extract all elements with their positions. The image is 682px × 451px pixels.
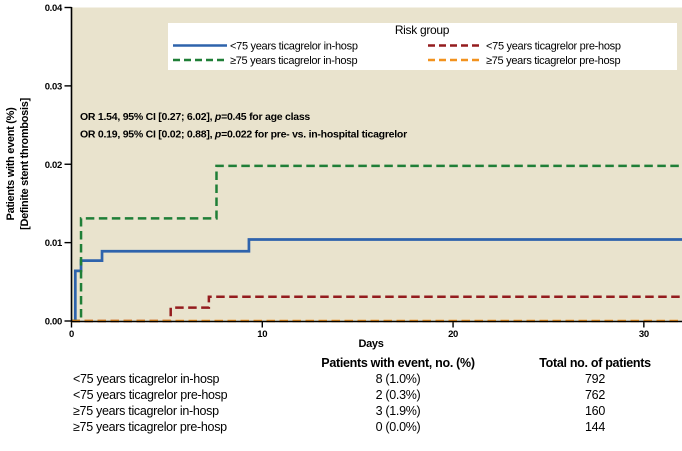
x-tick-label: 20 <box>448 329 458 340</box>
table-header-events: Patients with event, no. (%) <box>321 356 475 370</box>
annotation-or-prehosp: OR 0.19, 95% CI [0.02; 0.88], p=0.022 fo… <box>80 129 407 141</box>
row-events: 0 (0.0%) <box>375 420 421 434</box>
row-label: ≥75 years ticagrelor pre-hosp <box>73 420 227 434</box>
annotation-or-age-class: OR 1.54, 95% CI [0.27; 6.02], p=0.45 for… <box>80 111 310 123</box>
y-tick-label: 0.04 <box>45 3 63 14</box>
table-row: <75 years ticagrelor pre-hosp 2 (0.3%) 7… <box>0 387 682 403</box>
row-total: 144 <box>585 420 605 434</box>
curve-0 <box>71 238 682 323</box>
x-tick-label: 30 <box>639 329 649 340</box>
legend-entry-ge75-inhosp: ≥75 years ticagrelor in-hosp <box>230 55 357 67</box>
x-axis-ticks: 0 10 20 30 <box>69 321 649 340</box>
row-label: <75 years ticagrelor in-hosp <box>73 372 220 386</box>
table-row: ≥75 years ticagrelor in-hosp 3 (1.9%) 16… <box>0 403 682 419</box>
y-axis-title-line2: [Definite stent thrombosis] <box>19 97 31 229</box>
legend-entry-lt75-inhosp: <75 years ticagrelor in-hosp <box>230 41 358 53</box>
y-axis-ticks: 0.00 0.01 0.02 0.03 0.04 <box>45 3 72 328</box>
table-row: <75 years ticagrelor in-hosp 8 (1.0%) 79… <box>0 371 682 387</box>
km-chart: 0.00 0.01 0.02 0.03 0.04 0 10 20 30 Patients wi… <box>5 3 682 350</box>
legend-box: Risk group <75 years ticagrelor in-hosp … <box>168 23 677 70</box>
y-tick-label: 0.01 <box>45 238 63 249</box>
row-total: 792 <box>585 372 605 386</box>
y-tick-label: 0.02 <box>45 160 62 171</box>
x-axis-label: Days <box>358 338 383 350</box>
y-axis-title-line1: Patients with event (%) <box>5 107 17 221</box>
row-total: 160 <box>585 404 605 418</box>
y-tick-label: 0.03 <box>45 81 62 92</box>
x-tick-label: 0 <box>69 329 74 340</box>
legend-title: Risk group <box>395 23 450 37</box>
y-tick-label: 0.00 <box>45 317 62 328</box>
legend-entry-lt75-prehosp: <75 years ticagrelor pre-hosp <box>486 41 621 53</box>
row-total: 762 <box>585 388 605 402</box>
x-tick-label: 10 <box>257 329 267 340</box>
legend-entry-ge75-prehosp: ≥75 years ticagrelor pre-hosp <box>486 55 620 67</box>
row-label: <75 years ticagrelor pre-hosp <box>73 388 228 402</box>
legend-background <box>168 23 677 70</box>
table-row: ≥75 years ticagrelor pre-hosp 0 (0.0%) 1… <box>0 419 682 435</box>
row-events: 3 (1.9%) <box>375 404 421 418</box>
row-label: ≥75 years ticagrelor in-hosp <box>73 404 219 418</box>
row-events: 8 (1.0%) <box>375 372 421 386</box>
row-events: 2 (0.3%) <box>375 388 421 402</box>
table-header-row: Patients with event, no. (%) Total no. o… <box>0 355 682 371</box>
table-header-total: Total no. of patients <box>539 356 651 370</box>
